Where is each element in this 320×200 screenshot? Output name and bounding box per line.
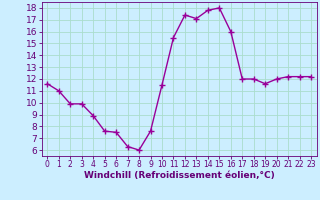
X-axis label: Windchill (Refroidissement éolien,°C): Windchill (Refroidissement éolien,°C) — [84, 171, 275, 180]
